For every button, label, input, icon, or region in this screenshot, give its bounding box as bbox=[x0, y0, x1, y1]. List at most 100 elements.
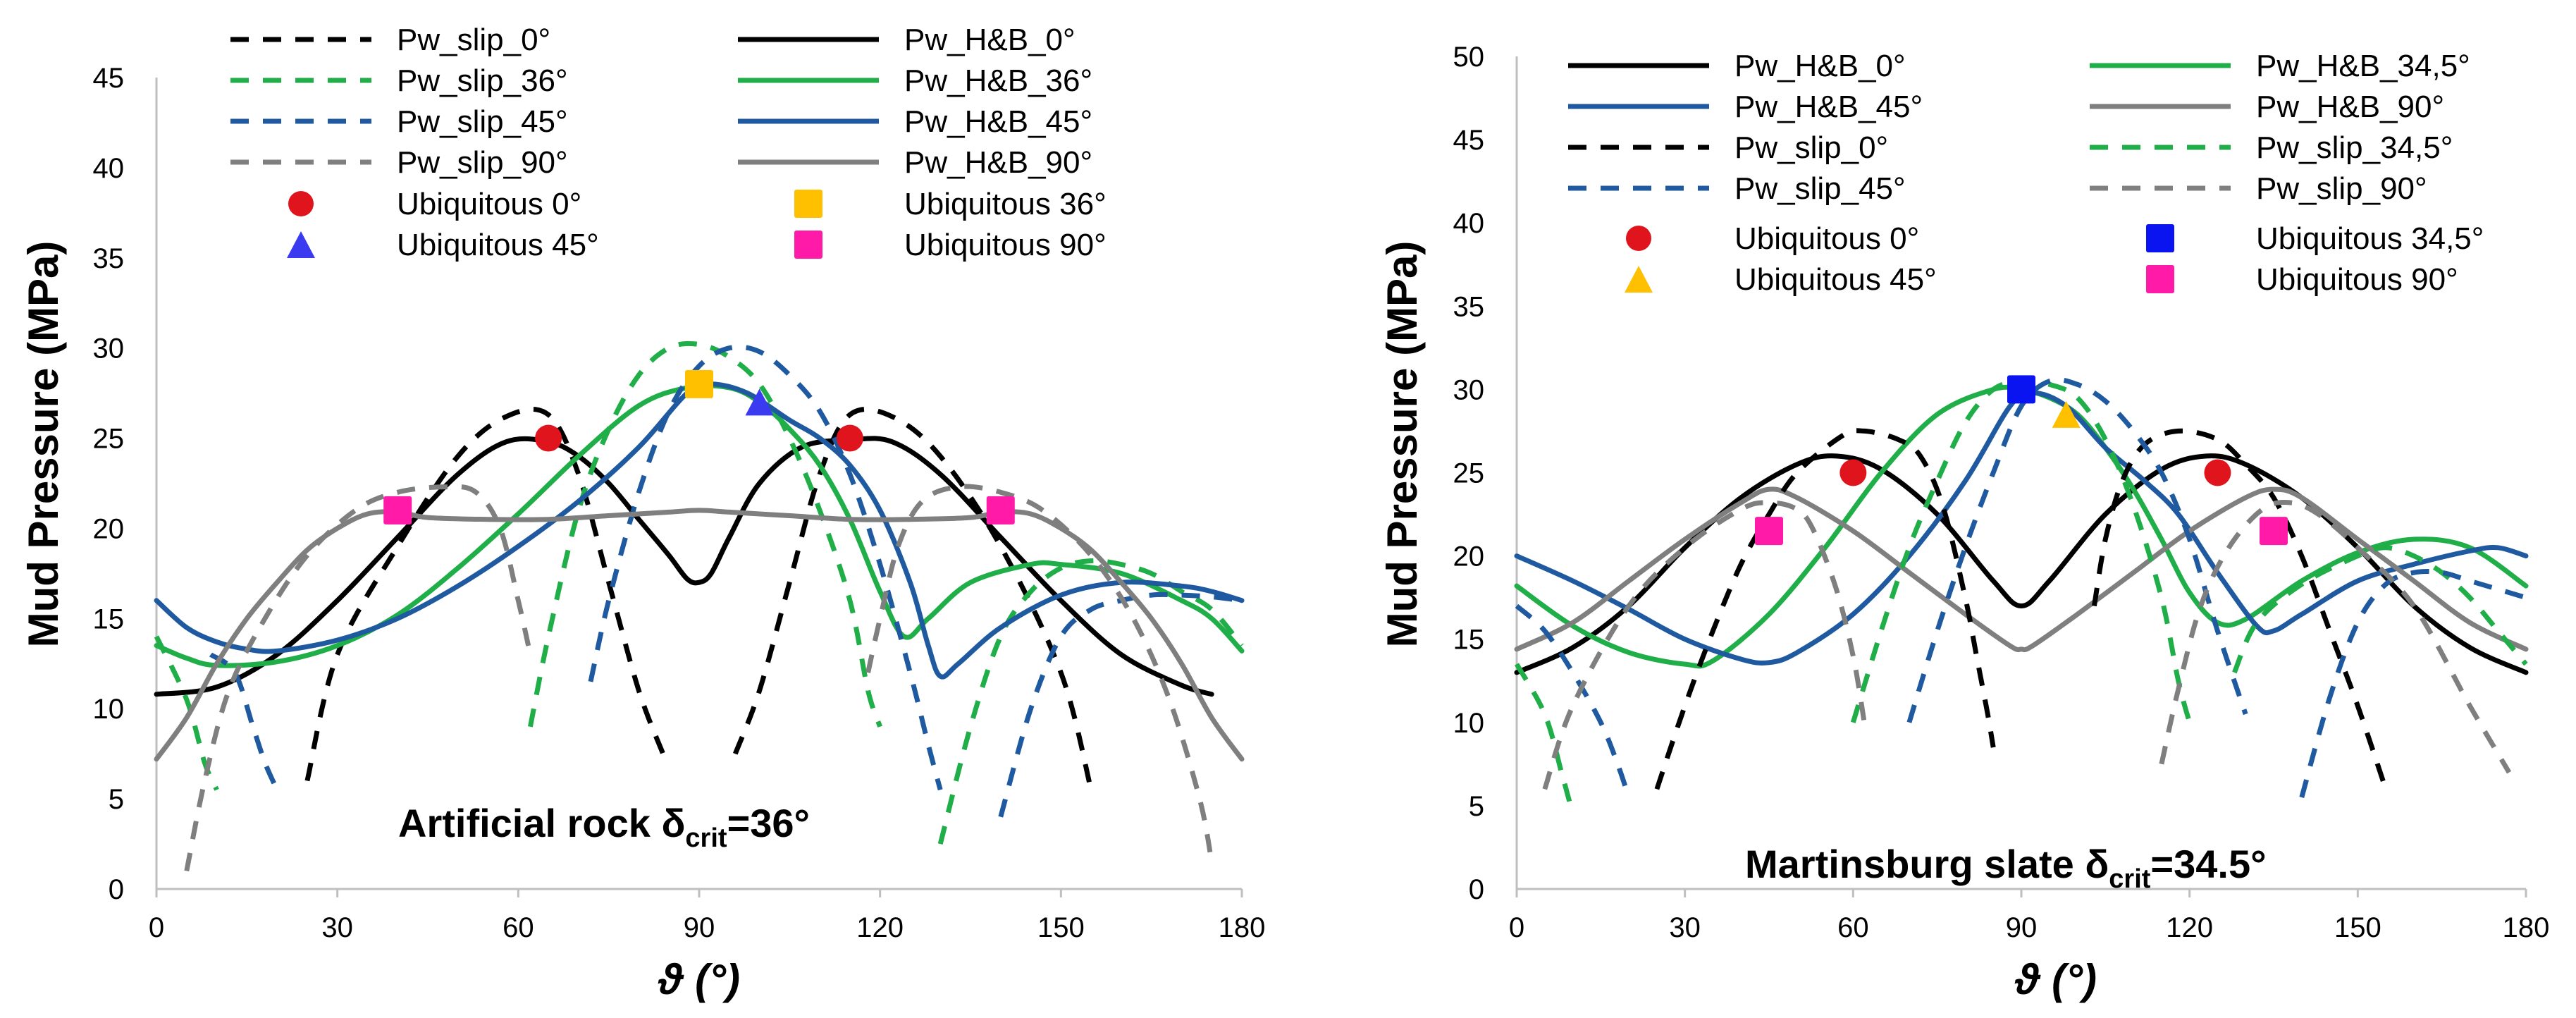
y-tick-label: 45 bbox=[1453, 125, 1485, 156]
legend-label: Pw_H&B_34,5° bbox=[2256, 49, 2470, 83]
x-tick-label: 60 bbox=[503, 912, 534, 943]
y-tick-label: 40 bbox=[1453, 208, 1485, 239]
y-tick-label: 20 bbox=[1453, 541, 1485, 572]
title-tail-left: =36° bbox=[727, 801, 810, 845]
x-tick-label: 60 bbox=[1837, 912, 1869, 943]
data-point-marker bbox=[383, 496, 412, 525]
legend-marker bbox=[1625, 266, 1653, 293]
x-axis-label-left: ϑ (°) bbox=[658, 956, 740, 1003]
legend-marker bbox=[1626, 226, 1651, 251]
markers-left bbox=[383, 369, 1015, 525]
y-tick-label: 30 bbox=[93, 333, 125, 364]
x-tick-label: 90 bbox=[684, 912, 715, 943]
series-line bbox=[2299, 568, 2527, 799]
series-line bbox=[154, 436, 1214, 697]
x-tick-label: 150 bbox=[2334, 912, 2381, 943]
axes-left: 0 30 60 90 120 150 180 0 5 10 15 20 25 30 35 40 45 bbox=[93, 63, 1266, 943]
data-point-marker bbox=[986, 496, 1015, 525]
legend-label: Pw_H&B_45° bbox=[904, 104, 1092, 139]
title-sub-right: crit bbox=[2109, 864, 2150, 894]
data-point-marker bbox=[2007, 375, 2035, 404]
legend-label: Ubiquitous 90° bbox=[904, 228, 1107, 262]
title-main-left: Artificial rock δ bbox=[398, 801, 685, 845]
legend-label: Ubiquitous 90° bbox=[2256, 262, 2458, 297]
series-line bbox=[2159, 499, 2512, 774]
x-tick-label: 180 bbox=[1219, 912, 1266, 943]
series-line bbox=[937, 558, 1244, 845]
legend-label: Pw_slip_0° bbox=[397, 23, 550, 57]
legend-label: Pw_slip_90° bbox=[2256, 171, 2427, 206]
series-line bbox=[154, 381, 1245, 680]
data-point-marker bbox=[836, 424, 863, 452]
y-tick-label: 30 bbox=[1453, 374, 1485, 405]
data-point-marker bbox=[2260, 517, 2288, 546]
series-line bbox=[184, 484, 533, 872]
legend-label: Pw_slip_45° bbox=[1734, 171, 1906, 206]
y-tick-label: 0 bbox=[109, 874, 124, 905]
series-line bbox=[1542, 500, 1867, 790]
legend-label: Pw_H&B_90° bbox=[2256, 90, 2444, 124]
y-tick-label: 40 bbox=[93, 153, 125, 184]
legend-label: Ubiquitous 34,5° bbox=[2256, 221, 2484, 256]
y-tick-label: 10 bbox=[93, 694, 125, 725]
legend-label: Pw_slip_45° bbox=[397, 104, 568, 139]
x-tick-label: 0 bbox=[149, 912, 164, 943]
y-axis-label-left: Mud Pressure (MPa) bbox=[20, 241, 67, 648]
legend-label: Pw_H&B_45° bbox=[1734, 90, 1923, 124]
series-line bbox=[1654, 428, 1996, 790]
y-tick-label: 15 bbox=[1453, 625, 1485, 656]
y-tick-label: 20 bbox=[93, 513, 125, 544]
y-tick-label: 35 bbox=[93, 243, 125, 274]
legend-label: Pw_slip_90° bbox=[397, 145, 568, 180]
series-line bbox=[2232, 545, 2528, 674]
legend-marker bbox=[794, 190, 822, 218]
y-tick-label: 0 bbox=[1469, 874, 1484, 905]
title-tail-right: =34.5° bbox=[2150, 842, 2266, 886]
x-axis-label-right: ϑ (°) bbox=[2014, 956, 2097, 1003]
legend-label: Pw_H&B_0° bbox=[1734, 49, 1906, 83]
legend-marker bbox=[2146, 265, 2174, 293]
series-line bbox=[527, 341, 883, 728]
y-tick-label: 5 bbox=[109, 784, 124, 815]
series-right bbox=[1514, 377, 2529, 815]
y-tick-label: 10 bbox=[1453, 708, 1485, 739]
legend-label: Pw_H&B_36° bbox=[904, 63, 1092, 98]
title-main-right: Martinsburg slate δ bbox=[1745, 842, 2109, 886]
data-point-marker bbox=[535, 424, 562, 452]
legend-marker bbox=[2146, 224, 2174, 252]
legend-marker bbox=[287, 231, 315, 258]
chart-title-right: Martinsburg slate δcrit=34.5° bbox=[1745, 842, 2267, 894]
legend-label: Ubiquitous 45° bbox=[1734, 262, 1937, 297]
y-tick-label: 50 bbox=[1453, 42, 1485, 73]
chart-artificial-rock: 0 30 60 90 120 150 180 0 5 10 15 20 25 30 35 40 45 Pw_sl… bbox=[20, 23, 1265, 1003]
series-line bbox=[154, 635, 219, 791]
x-tick-label: 30 bbox=[321, 912, 353, 943]
data-point-marker bbox=[685, 369, 713, 398]
series-line bbox=[865, 484, 1214, 863]
legend-label: Pw_slip_34,5° bbox=[2256, 130, 2453, 165]
legend-label: Ubiquitous 36° bbox=[904, 187, 1107, 221]
legend-label: Pw_slip_0° bbox=[1734, 130, 1888, 165]
series-line bbox=[1906, 377, 2248, 723]
chart-title-left: Artificial rock δcrit=36° bbox=[398, 801, 810, 853]
series-line bbox=[1850, 378, 2193, 723]
y-tick-label: 25 bbox=[1453, 458, 1485, 489]
chart-martinsburg-slate: 0 30 60 90 120 150 180 0 5 10 15 20 25 30 35 40 45 50 Pw_… bbox=[1379, 42, 2549, 1003]
series-line bbox=[304, 407, 665, 782]
y-tick-label: 35 bbox=[1453, 291, 1485, 322]
data-point-marker bbox=[2204, 459, 2231, 486]
legend-marker bbox=[288, 191, 314, 216]
y-tick-label: 25 bbox=[93, 424, 125, 455]
legend-label: Ubiquitous 0° bbox=[1734, 221, 1919, 256]
series-line bbox=[1515, 603, 1632, 799]
legend-label: Pw_slip_36° bbox=[397, 63, 568, 98]
series-line bbox=[154, 508, 1245, 762]
x-tick-label: 0 bbox=[1509, 912, 1524, 943]
legend-marker bbox=[794, 231, 822, 259]
series-line bbox=[1514, 384, 2529, 669]
series-line bbox=[1514, 390, 2529, 666]
series-line bbox=[154, 383, 1245, 668]
legend-label: Pw_H&B_90° bbox=[904, 145, 1092, 180]
series-line bbox=[1514, 486, 2529, 653]
legend-label: Ubiquitous 45° bbox=[397, 228, 599, 262]
